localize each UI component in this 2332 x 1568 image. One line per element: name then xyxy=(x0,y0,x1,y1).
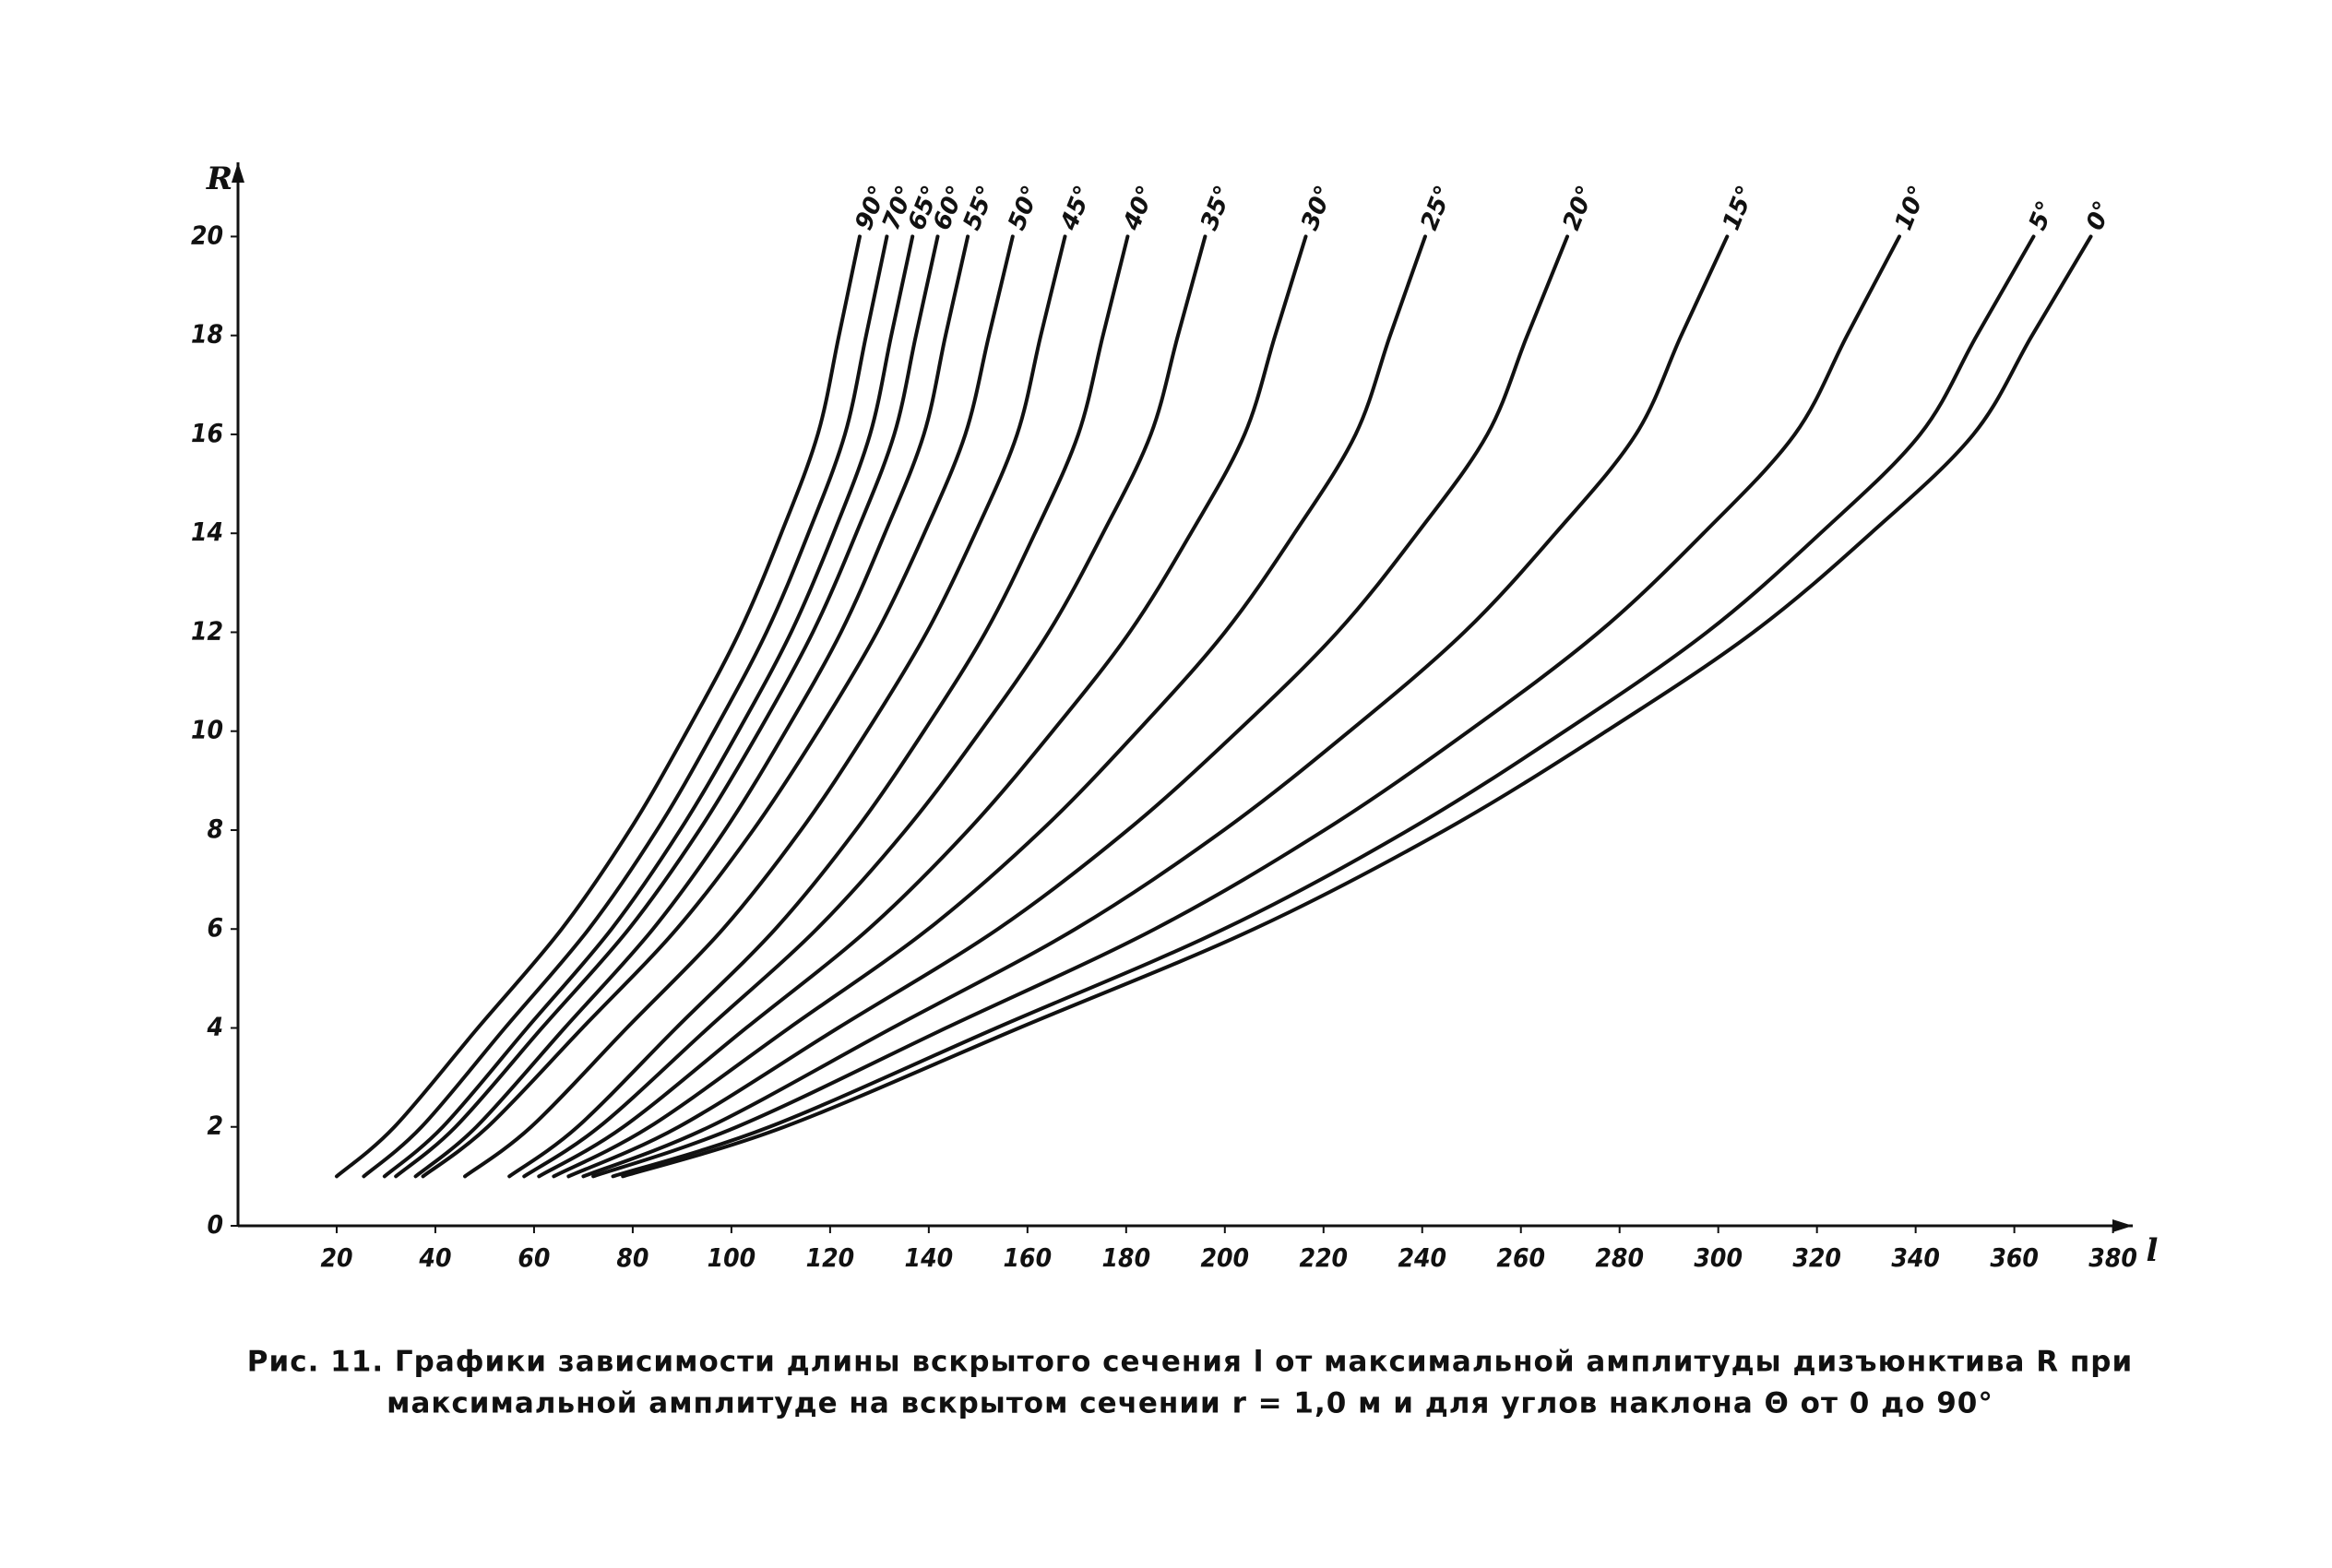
x-axis-label: l xyxy=(2147,1232,2159,1269)
y-tick-label: 6 xyxy=(207,912,223,943)
x-tick-label: 120 xyxy=(806,1242,855,1273)
x-tick-label: 60 xyxy=(518,1242,550,1273)
y-tick-label: 4 xyxy=(206,1011,223,1041)
x-tick-label: 360 xyxy=(1990,1242,2039,1273)
x-tick-label: 160 xyxy=(1004,1242,1053,1273)
curve xyxy=(421,234,1015,1179)
x-tick-label: 260 xyxy=(1496,1242,1545,1273)
x-tick-label: 20 xyxy=(320,1242,352,1273)
curve xyxy=(394,234,940,1179)
y-tick-label: 18 xyxy=(191,319,223,350)
x-tick-label: 200 xyxy=(1200,1242,1249,1273)
curve xyxy=(566,234,1570,1179)
curve xyxy=(537,234,1308,1179)
y-axis-label: R xyxy=(206,160,232,197)
x-tick-label: 280 xyxy=(1595,1242,1644,1273)
y-tick-label: 16 xyxy=(191,418,223,448)
y-tick-label: 0 xyxy=(207,1209,223,1240)
x-tick-label: 140 xyxy=(905,1242,954,1273)
caption-line: Рис. 11. Графики зависимости длины вскры… xyxy=(247,1346,2133,1379)
x-tick-label: 220 xyxy=(1299,1242,1348,1273)
x-tick-label: 180 xyxy=(1102,1242,1151,1273)
caption-line: максимальной амплитуде на вскрытом сечен… xyxy=(387,1387,1993,1420)
curve xyxy=(621,234,2093,1179)
x-axis-arrow xyxy=(2112,1219,2133,1232)
x-tick-label: 320 xyxy=(1792,1242,1841,1273)
y-axis-arrow xyxy=(232,162,244,183)
curve xyxy=(522,234,1208,1179)
x-tick-label: 100 xyxy=(708,1242,756,1273)
curve xyxy=(507,234,1130,1179)
curve xyxy=(413,234,970,1179)
x-tick-label: 240 xyxy=(1398,1242,1446,1273)
curve xyxy=(382,234,915,1179)
curve xyxy=(581,234,1730,1179)
y-tick-label: 14 xyxy=(191,517,223,547)
x-tick-label: 80 xyxy=(616,1242,648,1273)
x-tick-label: 40 xyxy=(418,1242,451,1273)
curve xyxy=(591,234,1901,1179)
x-tick-label: 300 xyxy=(1694,1242,1743,1273)
curve xyxy=(552,234,1427,1179)
curve xyxy=(362,234,889,1179)
x-tick-label: 340 xyxy=(1891,1242,1940,1273)
y-tick-label: 8 xyxy=(207,814,223,844)
y-tick-label: 20 xyxy=(191,220,223,250)
y-tick-label: 2 xyxy=(207,1111,223,1141)
x-tick-label: 380 xyxy=(2088,1242,2137,1273)
curve xyxy=(334,234,862,1179)
y-tick-label: 10 xyxy=(191,715,223,745)
curve xyxy=(611,234,2036,1179)
curve xyxy=(463,234,1067,1179)
y-tick-label: 12 xyxy=(191,615,223,646)
